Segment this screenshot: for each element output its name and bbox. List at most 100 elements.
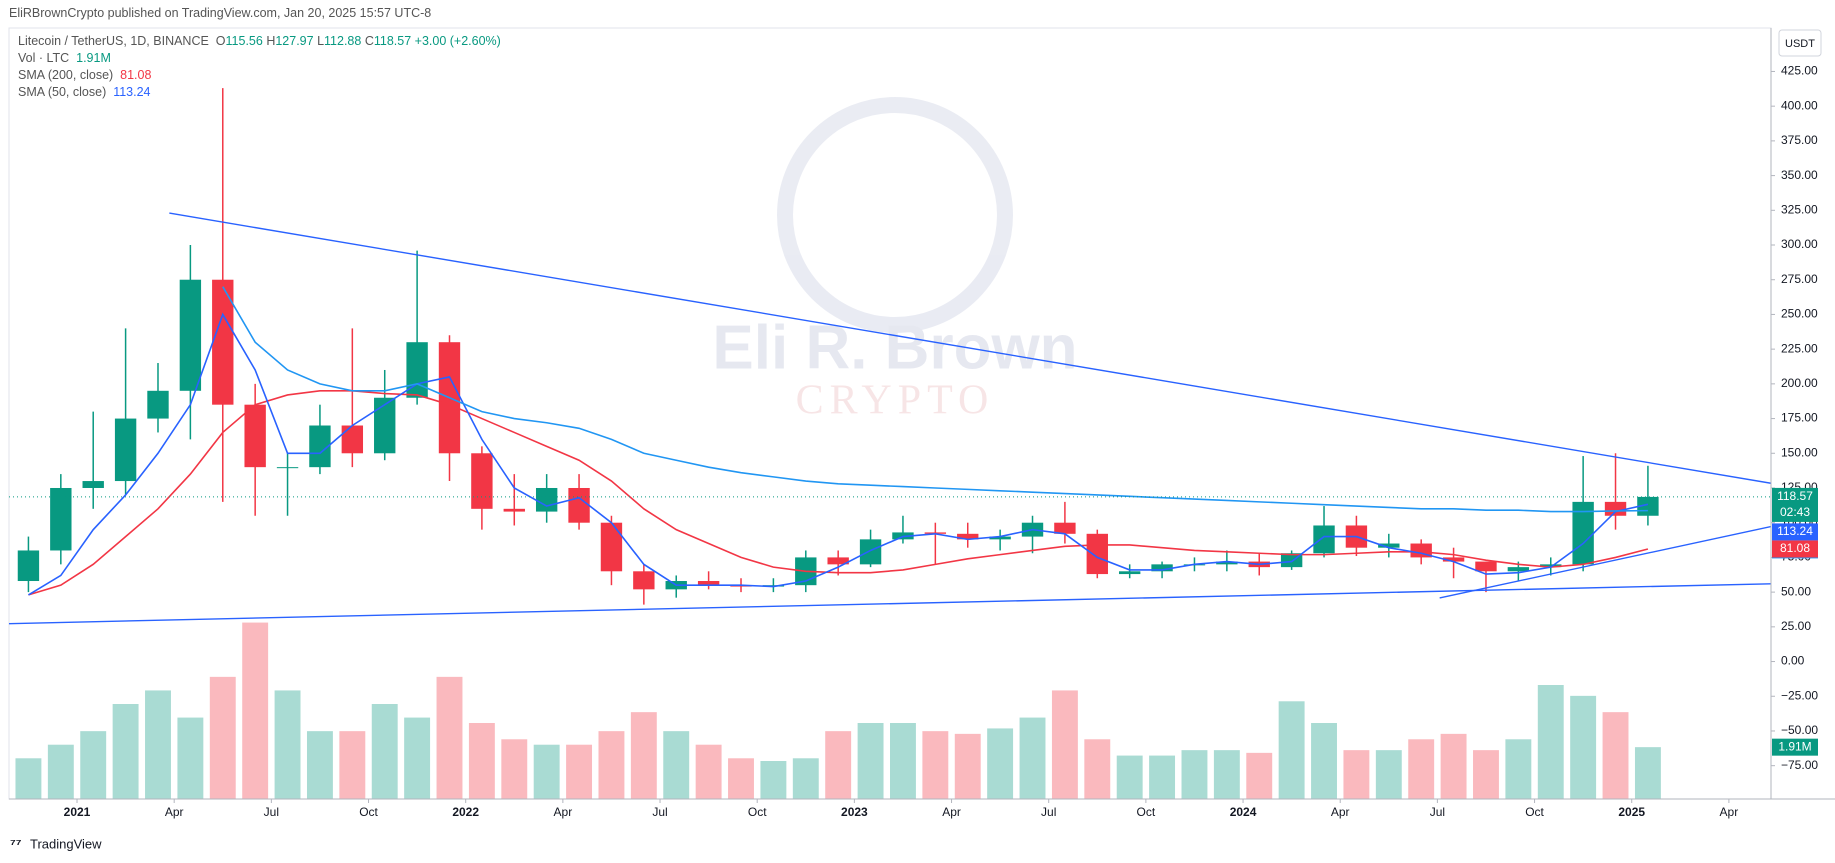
candle-body bbox=[1118, 571, 1141, 575]
symbol[interactable]: Litecoin / TetherUS, 1D, BINANCE bbox=[18, 34, 209, 48]
candle-body bbox=[147, 390, 169, 419]
published-line: EliRBrownCrypto published on TradingView… bbox=[9, 6, 432, 20]
x-tick-label: Jul bbox=[652, 805, 667, 819]
y-tick-label: 350.00 bbox=[1781, 168, 1818, 182]
sma200-label[interactable]: SMA (200, close) bbox=[18, 68, 114, 82]
x-tick-label: Oct bbox=[359, 805, 378, 819]
x-tick-label: Apr bbox=[1331, 805, 1350, 819]
volume-bar bbox=[1019, 717, 1046, 799]
candle-body bbox=[374, 397, 396, 454]
volume-bar bbox=[533, 744, 560, 799]
y-tick-label: 150.00 bbox=[1781, 445, 1818, 459]
volume-bar bbox=[598, 731, 625, 799]
candle-body bbox=[1475, 561, 1497, 572]
volume-bar bbox=[1634, 747, 1661, 799]
volume-bar bbox=[890, 723, 916, 799]
y-tick-label: 275.00 bbox=[1781, 272, 1818, 286]
y-tick-label: 200.00 bbox=[1781, 376, 1818, 390]
candle-body bbox=[1442, 557, 1465, 562]
volume-bar bbox=[1149, 755, 1176, 799]
y-tick-label: 250.00 bbox=[1781, 307, 1818, 321]
volume-bar bbox=[15, 758, 42, 799]
x-tick-label: Oct bbox=[1525, 805, 1544, 819]
currency-box[interactable] bbox=[1778, 29, 1822, 57]
y-tick-label: 400.00 bbox=[1781, 98, 1818, 112]
volume-bar bbox=[1116, 755, 1143, 799]
candle-body bbox=[1086, 533, 1108, 575]
candle-body bbox=[1378, 543, 1400, 548]
x-tick-label: Apr bbox=[1720, 805, 1739, 819]
candle-body bbox=[114, 418, 137, 482]
candle-body bbox=[17, 550, 40, 582]
watermark: Eli R. Brown CRYPTO bbox=[712, 97, 1078, 424]
x-tick-label: Apr bbox=[942, 805, 961, 819]
sma50-value: 113.24 bbox=[113, 85, 151, 99]
legend-main: Litecoin / TetherUS, 1D, BINANCE O115.56… bbox=[18, 34, 501, 48]
volume-bar bbox=[663, 731, 690, 799]
candle-body bbox=[1572, 501, 1594, 565]
candle-body bbox=[244, 404, 266, 468]
volume-bar bbox=[954, 733, 981, 799]
candle-body bbox=[503, 508, 525, 512]
volume-bar bbox=[371, 704, 398, 799]
volume-bar bbox=[339, 731, 366, 799]
volume-bar bbox=[306, 731, 333, 799]
countdown: 02:43 bbox=[1780, 505, 1810, 519]
candle-body bbox=[50, 487, 72, 551]
legend-vol: Vol · LTC 1.91M bbox=[18, 51, 111, 65]
candle-body bbox=[1313, 525, 1335, 554]
watermark-title: Eli R. Brown bbox=[712, 313, 1077, 382]
volume-bar bbox=[1602, 712, 1629, 799]
indicator-line bbox=[28, 312, 1649, 596]
volume-bar bbox=[501, 739, 528, 799]
candle-body bbox=[827, 557, 849, 565]
volume-bar bbox=[209, 676, 236, 799]
l-value: 112.88 bbox=[324, 34, 362, 48]
vol-value: 1.91M bbox=[76, 51, 111, 65]
c-label: C bbox=[364, 34, 374, 48]
legend-sma50: SMA (50, close) 113.24 bbox=[18, 85, 151, 99]
volume-bar bbox=[80, 731, 107, 799]
volume-bar bbox=[1181, 750, 1208, 799]
volume-bar bbox=[792, 758, 819, 799]
l-label: L bbox=[317, 34, 325, 48]
candle-body bbox=[535, 487, 558, 512]
volume-bar bbox=[760, 761, 787, 799]
volume-bar bbox=[825, 731, 852, 799]
volume-bar bbox=[242, 622, 269, 799]
y-tick-label: 0.00 bbox=[1781, 654, 1805, 668]
y-tick-label: 300.00 bbox=[1781, 237, 1818, 251]
trendline bbox=[9, 583, 1771, 625]
price-badge-label: 118.57 bbox=[1777, 489, 1813, 503]
volume-bar bbox=[177, 717, 204, 799]
vol-label[interactable]: Vol · LTC bbox=[18, 51, 70, 65]
volume-bar bbox=[728, 758, 754, 799]
candle-body bbox=[82, 481, 104, 488]
volume-bar bbox=[1343, 750, 1370, 799]
volume-bar bbox=[630, 712, 657, 799]
volume-bar bbox=[274, 690, 301, 799]
candle-body bbox=[989, 536, 1011, 540]
volume-bar bbox=[566, 744, 593, 799]
candle-body bbox=[341, 425, 364, 454]
x-tick-label: 2023 bbox=[841, 805, 868, 819]
volume-bar bbox=[1570, 695, 1597, 799]
y-tick-label: 225.00 bbox=[1781, 341, 1818, 355]
volume-bar bbox=[922, 731, 949, 799]
candle-body bbox=[633, 571, 655, 590]
candle-body bbox=[471, 453, 493, 509]
volume-bar bbox=[1537, 685, 1564, 799]
sma200-badge bbox=[1772, 540, 1818, 558]
candle-body bbox=[697, 581, 720, 586]
y-tick-label: 175.00 bbox=[1781, 411, 1818, 425]
x-tick-label: Oct bbox=[1137, 805, 1156, 819]
candle-body bbox=[309, 425, 331, 468]
price-badge bbox=[1772, 487, 1818, 522]
volume-bar bbox=[1440, 733, 1467, 799]
sma50-label[interactable]: SMA (50, close) bbox=[18, 85, 107, 99]
volume-bar bbox=[1375, 750, 1402, 799]
candle-body bbox=[1507, 567, 1530, 572]
volume-bar bbox=[1473, 750, 1499, 799]
x-tick-label: 2022 bbox=[452, 805, 479, 819]
